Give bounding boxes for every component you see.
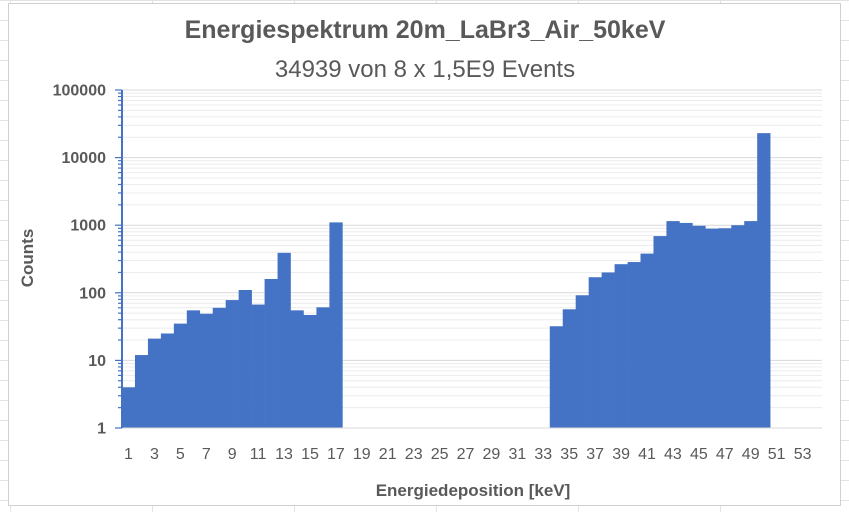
bar-37 xyxy=(588,277,602,428)
x-tick-label: 11 xyxy=(250,446,267,463)
x-tick-label: 39 xyxy=(612,446,630,463)
y-tick-label: 1000 xyxy=(70,218,106,235)
x-tick-label: 37 xyxy=(586,446,604,463)
bar-39 xyxy=(614,264,628,428)
bar-7 xyxy=(199,313,214,428)
bar-46 xyxy=(705,228,719,428)
bar-3 xyxy=(147,338,162,428)
axes xyxy=(115,89,822,429)
bar-14 xyxy=(290,310,304,428)
x-tick-label: 23 xyxy=(405,446,423,463)
bar-2 xyxy=(134,355,149,428)
x-tick-label: 53 xyxy=(794,446,812,463)
x-tick-label: 9 xyxy=(228,446,237,463)
bar-15 xyxy=(303,314,317,428)
x-tick-label: 15 xyxy=(301,446,319,463)
bar-34 xyxy=(549,326,564,428)
y-tick-label: 100000 xyxy=(53,83,106,100)
x-tick-label: 43 xyxy=(664,446,682,463)
bar-43 xyxy=(666,221,680,428)
y-tick-labels: 1 10 100 1000 10000 100000 xyxy=(53,83,106,438)
bar-10 xyxy=(238,290,252,428)
x-tick-label: 21 xyxy=(379,446,397,463)
x-tick-label: 25 xyxy=(431,446,449,463)
bar-50 xyxy=(757,133,771,428)
bar-44 xyxy=(679,222,693,428)
x-axis-title: Energiedeposition [keV] xyxy=(376,481,571,500)
bar-8 xyxy=(212,307,226,428)
bars xyxy=(122,133,771,428)
x-tick-label: 33 xyxy=(534,446,552,463)
bar-47 xyxy=(718,228,732,428)
bar-9 xyxy=(225,300,239,428)
bar-40 xyxy=(627,262,641,428)
x-tick-label: 31 xyxy=(509,446,527,463)
bar-4 xyxy=(160,333,175,428)
x-tick-label: 5 xyxy=(176,446,185,463)
y-tick-label: 1 xyxy=(97,421,106,438)
x-tick-label: 41 xyxy=(638,446,656,463)
bar-49 xyxy=(744,221,758,428)
bar-48 xyxy=(731,225,745,428)
x-tick-label: 13 xyxy=(275,446,293,463)
bar-36 xyxy=(575,295,589,428)
x-tick-label: 51 xyxy=(768,446,786,463)
x-tick-label: 7 xyxy=(202,446,211,463)
x-tick-label: 47 xyxy=(716,446,734,463)
y-axis-title: Counts xyxy=(18,229,37,288)
x-tick-label: 49 xyxy=(742,446,760,463)
bar-35 xyxy=(562,309,576,428)
bar-5 xyxy=(173,323,188,428)
x-tick-label: 19 xyxy=(353,446,371,463)
y-tick-label: 10 xyxy=(88,353,106,370)
chart-title: Energiespektrum 20m_LaBr3_Air_50keV xyxy=(185,16,666,44)
x-tick-label: 29 xyxy=(483,446,501,463)
y-tick-label: 10000 xyxy=(62,150,107,167)
bar-42 xyxy=(653,236,667,428)
bar-11 xyxy=(251,304,265,428)
bar-17 xyxy=(329,222,343,428)
x-tick-label: 27 xyxy=(457,446,475,463)
x-tick-label: 3 xyxy=(150,446,159,463)
x-tick-label: 1 xyxy=(124,446,133,463)
bar-41 xyxy=(640,253,654,428)
x-tick-labels: 1 3 5 7 9 11 13 15 17 19 21 23 25 27 29 31 33 35 37 39 41 43 4… xyxy=(124,446,812,463)
x-tick-label: 35 xyxy=(560,446,578,463)
bar-45 xyxy=(692,225,706,428)
bar-6 xyxy=(186,310,201,428)
x-tick-label: 45 xyxy=(690,446,708,463)
bar-38 xyxy=(601,272,615,428)
x-tick-label: 17 xyxy=(327,446,345,463)
bar-1 xyxy=(122,387,136,428)
y-tick-label: 100 xyxy=(79,285,106,302)
bar-12 xyxy=(264,279,278,428)
bar-16 xyxy=(316,307,330,428)
bar-13 xyxy=(277,252,291,428)
chart-subtitle: 34939 von 8 x 1,5E9 Events xyxy=(275,56,575,83)
